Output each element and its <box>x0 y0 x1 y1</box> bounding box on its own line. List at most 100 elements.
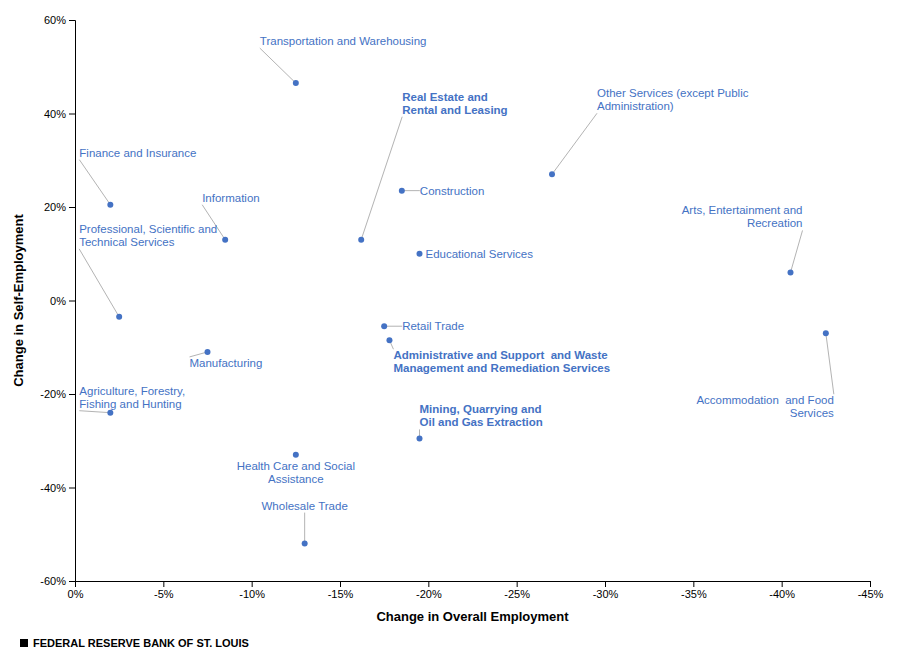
x-tick: -20% <box>416 581 442 600</box>
footer-square <box>20 639 28 647</box>
annotation-line: Administrative and Support and Waste <box>393 349 607 361</box>
annotation-line: Technical Services <box>79 236 174 248</box>
annotation: Other Services (except PublicAdministrat… <box>597 87 749 112</box>
chart: 0%-5%-10%-15%-20%-25%-30%-35%-40%-45%-60… <box>0 0 910 661</box>
leader-line <box>552 113 597 174</box>
y-tick: -40% <box>40 482 75 494</box>
y-tick-mark <box>69 581 75 582</box>
x-tick-mark <box>517 581 518 587</box>
x-tick: -25% <box>504 581 530 600</box>
x-tick-label: -25% <box>504 588 530 600</box>
leader-line <box>791 230 803 272</box>
annotation-line: Mining, Quarrying and <box>420 403 542 415</box>
leader-line <box>304 513 305 544</box>
x-tick-label: -40% <box>769 588 795 600</box>
point <box>293 452 299 458</box>
x-tick-label: -10% <box>239 588 265 600</box>
point <box>417 251 423 257</box>
annotation-line: Arts, Entertainment and <box>682 204 803 216</box>
annotation-line: Fishing and Hunting <box>79 398 181 410</box>
x-tick-mark <box>782 581 783 587</box>
annotation: Real Estate andRental and Leasing <box>402 91 507 116</box>
annotation: Accommodation and FoodServices <box>696 394 834 419</box>
point <box>222 237 228 243</box>
annotation-line: Oil and Gas Extraction <box>420 416 543 428</box>
point <box>417 435 423 441</box>
annotation-line: Construction <box>420 185 485 197</box>
annotation: Construction <box>420 185 485 197</box>
footer: FEDERAL RESERVE BANK OF ST. LOUIS <box>33 637 249 649</box>
annotation-line: Manufacturing <box>190 357 263 369</box>
annotation: Retail Trade <box>402 320 464 332</box>
y-tick: 20% <box>44 201 75 213</box>
y-tick: 60% <box>44 14 75 26</box>
x-tick: -45% <box>858 581 884 600</box>
x-tick: -15% <box>328 581 354 600</box>
y-tick-label: 60% <box>44 14 66 26</box>
x-tick: 0% <box>68 581 84 600</box>
x-tick-mark <box>340 581 341 587</box>
leader-line <box>826 333 834 394</box>
x-tick: -30% <box>593 581 619 600</box>
annotations: Finance and Insurance Information Professi… <box>79 35 834 511</box>
annotation-line: Information <box>202 192 260 204</box>
annotation-line: Finance and Insurance <box>79 147 196 159</box>
y-tick-label: -40% <box>40 482 66 494</box>
x-tick-mark <box>428 581 429 587</box>
point <box>399 188 405 194</box>
y-tick: 40% <box>44 108 75 120</box>
y-tick: -20% <box>40 388 75 400</box>
x-tick-mark <box>693 581 694 587</box>
x-tick-mark <box>252 581 253 587</box>
point <box>386 337 392 343</box>
annotation-line: Transportation and Warehousing <box>260 35 427 47</box>
annotation-line: Accommodation and Food <box>696 394 833 406</box>
y-tick-label: 40% <box>44 108 66 120</box>
point <box>116 314 122 320</box>
points <box>107 80 829 546</box>
annotation: Wholesale Trade <box>262 500 348 512</box>
y-tick-mark <box>69 20 75 21</box>
y-tick-label: 0% <box>50 295 66 307</box>
x-axis-line <box>76 582 871 588</box>
annotation-line: Retail Trade <box>402 320 464 332</box>
y-tick: 0% <box>50 295 75 307</box>
x-tick-label: -35% <box>681 588 707 600</box>
annotation-line: Educational Services <box>426 248 534 260</box>
y-tick: -60% <box>40 575 75 587</box>
y-tick-label: -20% <box>40 388 66 400</box>
annotation-line: Management and Remediation Services <box>393 362 610 374</box>
x-tick-label: 0% <box>68 588 84 600</box>
x-tick: -10% <box>239 581 265 600</box>
x-tick-mark <box>163 581 164 587</box>
annotation-line: Health Care and Social <box>237 460 355 472</box>
annotation: Information <box>202 192 260 204</box>
annotation-line: Rental and Leasing <box>402 104 507 116</box>
annotation: Administrative and Support and WasteMana… <box>393 349 610 374</box>
point <box>107 410 113 416</box>
annotation-line: Professional, Scientific and <box>79 223 217 235</box>
x-tick: -40% <box>769 581 795 600</box>
leader-line <box>361 117 402 240</box>
y-tick-label: -60% <box>40 575 66 587</box>
x-tick-label: -15% <box>328 588 354 600</box>
annotation: Manufacturing <box>190 357 263 369</box>
annotation-line: Wholesale Trade <box>262 500 348 512</box>
y-tick-mark <box>69 488 75 489</box>
leader-line <box>260 48 296 83</box>
annotation-line: Administration) <box>597 100 674 112</box>
y-axis-line <box>69 21 76 582</box>
x-tick-label: -30% <box>593 588 619 600</box>
point <box>205 349 211 355</box>
y-tick-mark <box>69 114 75 115</box>
annotation: Professional, Scientific andTechnical Se… <box>79 223 217 248</box>
point <box>823 330 829 336</box>
point <box>293 80 299 86</box>
annotation-line: Recreation <box>747 217 803 229</box>
y-tick-label: 20% <box>44 201 66 213</box>
x-tick: -35% <box>681 581 707 600</box>
point <box>549 171 555 177</box>
leader-lines <box>79 48 834 543</box>
annotation-line: Assistance <box>268 473 324 485</box>
annotation: Agriculture, Forestry,Fishing and Huntin… <box>79 385 185 410</box>
